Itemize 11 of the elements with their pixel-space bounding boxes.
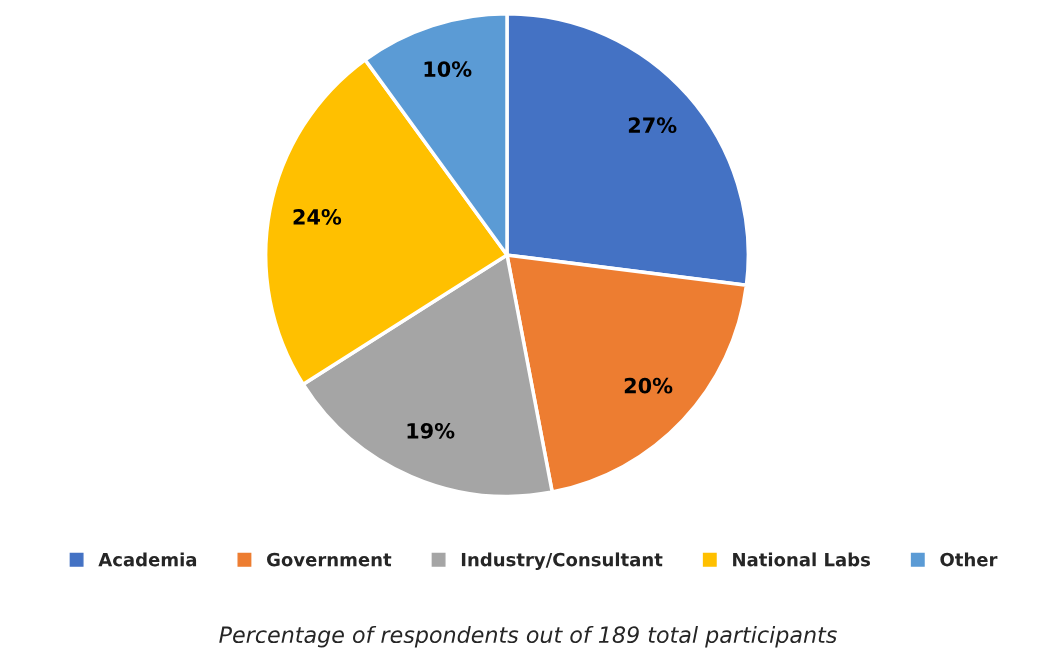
legend-label: Other [940,552,998,567]
data-label: 27% [628,117,677,134]
legend-label: Industry/Consultant [461,552,663,571]
data-label: 24% [293,209,342,225]
legend-label: Academia [98,552,197,567]
data-label: 19% [407,422,455,439]
legend-label: Government [267,552,392,567]
legend-label: National Labs [733,552,870,567]
data-label: 20% [624,377,673,394]
text: Percentage of respondents out of 189 total participants [219,625,837,648]
data-label: 10% [424,61,472,77]
